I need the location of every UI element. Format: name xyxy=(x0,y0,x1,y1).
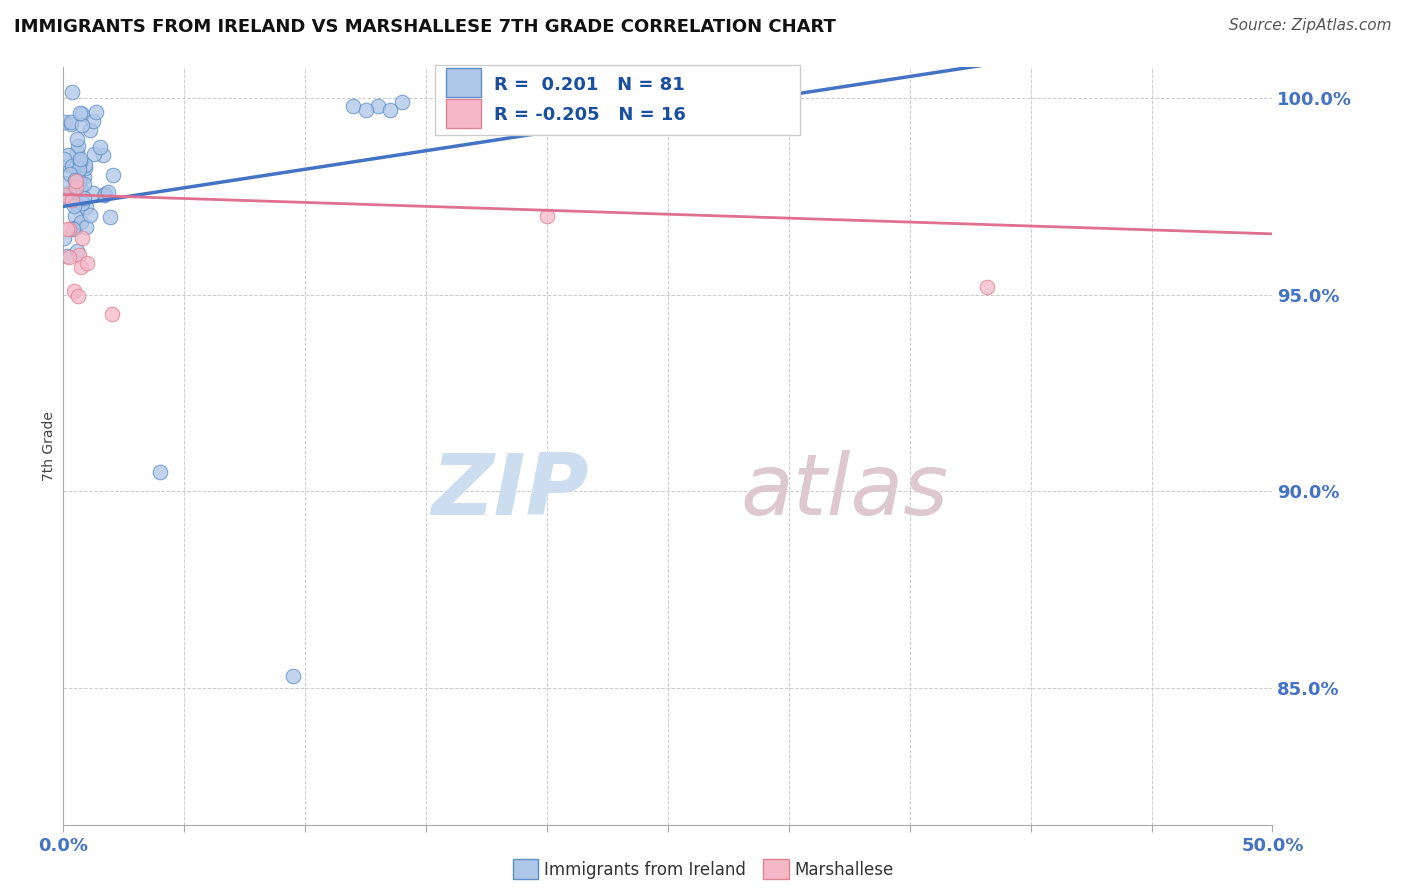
Point xyxy=(69,260,91,275)
Point xyxy=(93,188,115,202)
Point xyxy=(55,192,77,206)
Point xyxy=(65,220,87,235)
Point xyxy=(60,85,83,99)
Text: ZIP: ZIP xyxy=(432,450,589,533)
Point xyxy=(59,167,82,181)
Point xyxy=(58,250,80,264)
Point xyxy=(63,181,86,195)
Point xyxy=(60,193,83,207)
Point xyxy=(72,107,94,121)
Y-axis label: 7th Grade: 7th Grade xyxy=(42,411,56,481)
Point xyxy=(281,669,304,683)
Point xyxy=(65,197,87,211)
Point xyxy=(62,222,84,236)
Point xyxy=(75,200,97,214)
Point xyxy=(67,162,90,177)
Point xyxy=(378,103,401,117)
Point xyxy=(75,220,97,235)
Point xyxy=(79,208,101,222)
Point xyxy=(53,187,76,202)
Point xyxy=(56,249,79,263)
Point xyxy=(98,210,121,224)
Point xyxy=(66,132,89,146)
Point xyxy=(69,154,91,169)
Point xyxy=(609,95,631,110)
Point xyxy=(367,99,389,113)
Point xyxy=(391,95,413,110)
Point xyxy=(91,148,114,162)
Point xyxy=(72,231,94,245)
Point xyxy=(65,178,87,192)
Point xyxy=(89,139,111,153)
Point xyxy=(76,256,98,270)
Point xyxy=(65,182,87,196)
Text: Source: ZipAtlas.com: Source: ZipAtlas.com xyxy=(1229,18,1392,33)
Text: Marshallese: Marshallese xyxy=(794,861,894,879)
Point xyxy=(53,176,76,190)
Point xyxy=(60,159,83,173)
Point xyxy=(58,147,80,161)
Point xyxy=(69,106,91,120)
Point xyxy=(58,186,80,200)
Point xyxy=(94,187,117,202)
Point xyxy=(73,191,96,205)
Text: atlas: atlas xyxy=(741,450,949,533)
Point xyxy=(65,173,87,187)
Point xyxy=(70,215,93,229)
Point xyxy=(82,113,104,128)
Point xyxy=(53,230,76,244)
Point xyxy=(103,168,125,182)
Point xyxy=(58,222,80,236)
Point xyxy=(536,209,558,223)
Point xyxy=(83,147,105,161)
Point xyxy=(84,105,107,120)
Point xyxy=(62,199,84,213)
Point xyxy=(976,280,998,294)
Point xyxy=(149,465,172,479)
Point xyxy=(53,153,76,167)
Point xyxy=(73,161,96,175)
Point xyxy=(70,118,93,132)
Point xyxy=(79,123,101,137)
Text: R =  0.201   N = 81: R = 0.201 N = 81 xyxy=(494,76,685,94)
Point xyxy=(59,193,82,207)
Point xyxy=(58,157,80,171)
Point xyxy=(681,99,703,113)
Point xyxy=(644,99,666,113)
Point xyxy=(73,169,96,184)
Point xyxy=(67,248,90,262)
Point xyxy=(65,174,87,188)
Point xyxy=(73,177,96,191)
Point xyxy=(97,185,120,199)
Point xyxy=(60,115,83,129)
Point xyxy=(704,103,727,117)
Point xyxy=(73,158,96,172)
Point xyxy=(65,179,87,194)
Point xyxy=(53,189,76,203)
Point xyxy=(342,99,364,113)
Point xyxy=(69,181,91,195)
Point xyxy=(70,196,93,211)
Point xyxy=(82,186,104,200)
Point xyxy=(67,174,90,188)
Point xyxy=(56,222,79,236)
Text: IMMIGRANTS FROM IRELAND VS MARSHALLESE 7TH GRADE CORRELATION CHART: IMMIGRANTS FROM IRELAND VS MARSHALLESE 7… xyxy=(14,18,837,36)
Text: R = -0.205   N = 16: R = -0.205 N = 16 xyxy=(494,106,686,124)
Point xyxy=(66,145,89,159)
Point xyxy=(69,152,91,166)
Point xyxy=(66,289,89,303)
Point xyxy=(65,209,87,223)
Text: Immigrants from Ireland: Immigrants from Ireland xyxy=(544,861,747,879)
Point xyxy=(63,284,86,298)
Point xyxy=(100,307,122,321)
Point xyxy=(66,138,89,153)
Point xyxy=(354,103,377,117)
Point xyxy=(59,117,82,131)
Point xyxy=(62,185,84,199)
Point xyxy=(53,115,76,129)
Point xyxy=(66,244,89,258)
